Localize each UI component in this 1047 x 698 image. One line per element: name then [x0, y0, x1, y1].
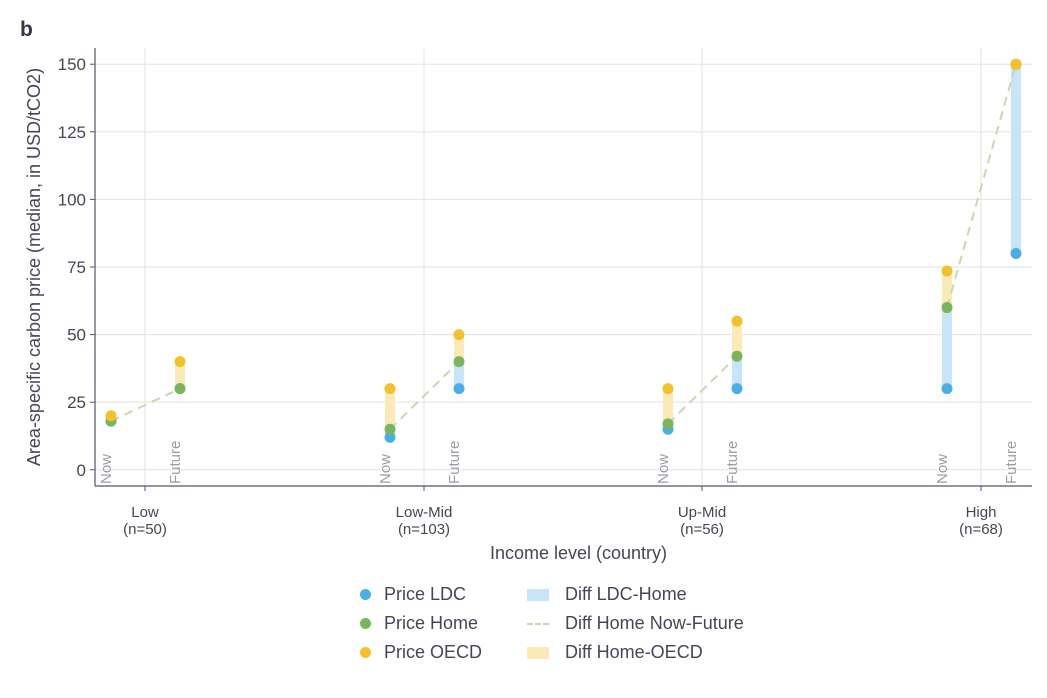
band-home-oecd: [385, 388, 395, 430]
band-home-oecd: [732, 321, 742, 357]
legend-dash-icon: [527, 622, 549, 625]
panel-letter: b: [20, 18, 33, 41]
x-group-label: Low-Mid: [396, 504, 453, 521]
axis-labels: 0 25 50 75 100 125 150 Now Future Low(n=50) Now Fut…: [24, 55, 1020, 563]
x-group-n-label: (n=103): [398, 521, 450, 538]
point-ldc: [731, 383, 743, 395]
legend-item: Diff Home Now-Future: [523, 612, 763, 635]
point-home: [662, 418, 674, 430]
point-ldc: [384, 431, 396, 443]
legend-item: Price Home: [358, 612, 523, 635]
band-ldc-home: [1011, 64, 1021, 254]
point-home: [384, 423, 396, 435]
price-points: [105, 58, 1022, 443]
x-group-n-label: (n=50): [123, 521, 167, 538]
band-ldc-home: [732, 356, 742, 389]
point-oecd: [384, 383, 396, 395]
point-home: [453, 356, 465, 368]
band-ldc-home: [942, 307, 952, 389]
axes: [90, 48, 1032, 491]
legend-swatch-icon: [527, 646, 549, 659]
point-home: [941, 302, 953, 314]
point-oecd: [731, 315, 743, 327]
period-label-now: Now: [934, 454, 951, 484]
y-tick-label: 125: [58, 123, 86, 142]
point-oecd: [1010, 58, 1022, 70]
x-group-n-label: (n=56): [680, 521, 724, 538]
period-label-now: Now: [98, 454, 115, 484]
line-home-now-future: [389, 360, 460, 430]
point-home: [174, 383, 186, 395]
grid-layer: [95, 48, 1032, 486]
period-label-future: Future: [1003, 441, 1020, 484]
period-label-now: Now: [655, 454, 672, 484]
legend-item: Diff Home-OECD: [523, 641, 763, 664]
point-ldc: [453, 383, 465, 395]
period-label-future: Future: [167, 441, 184, 484]
legend-label: Diff LDC-Home: [565, 584, 687, 604]
legend-item: Price OECD: [358, 641, 523, 664]
legend-label: Price OECD: [384, 642, 483, 662]
line-home-now-future: [110, 387, 181, 423]
y-tick-label: 0: [77, 461, 86, 480]
legend-dot-icon: [360, 589, 371, 600]
point-oecd: [105, 410, 117, 422]
y-tick-label: 150: [58, 55, 86, 74]
chart: 0 25 50 75 100 125 150 Now Future Low(n=50) Now Fut…: [24, 48, 1032, 563]
legend-item: Diff LDC-Home: [523, 583, 763, 606]
legend-dot-icon: [360, 618, 371, 629]
x-axis-title: Income level (country): [490, 543, 667, 563]
y-tick-label: 50: [67, 326, 86, 345]
point-home: [731, 350, 743, 362]
y-tick-label: 75: [67, 258, 86, 277]
legend-swatch-icon: [527, 588, 549, 601]
legend-dot-icon: [360, 647, 371, 658]
point-ldc: [1010, 247, 1022, 259]
period-label-now: Now: [377, 454, 394, 484]
y-axis-title: Area-specific carbon price (median, in U…: [24, 68, 44, 466]
legend-item: Price LDC: [358, 583, 523, 606]
difference-bands: [106, 64, 1021, 438]
line-home-now-future: [667, 355, 738, 425]
band-home-oecd: [454, 334, 464, 362]
y-tick-label: 100: [58, 190, 86, 209]
band-ldc-home: [454, 361, 464, 389]
band-home-oecd: [663, 388, 673, 424]
point-oecd: [453, 329, 465, 341]
point-oecd: [662, 383, 674, 395]
legend-label: Price Home: [384, 613, 479, 633]
legend: Price LDC Diff LDC-Home Price Home Diff Hom…: [358, 583, 763, 664]
legend-label: Diff Home Now-Future: [565, 613, 744, 633]
band-home-oecd: [175, 361, 185, 389]
point-ldc: [941, 383, 953, 395]
x-group-label: High: [966, 504, 997, 521]
legend-label: Price LDC: [384, 584, 467, 604]
line-home-now-future: [946, 63, 1017, 308]
legend-label: Diff Home-OECD: [565, 642, 703, 662]
home-now-future-lines: [110, 63, 1017, 430]
band-home-oecd: [942, 271, 952, 308]
period-label-future: Future: [446, 441, 463, 484]
x-group-label: Up-Mid: [678, 504, 726, 521]
x-group-label: Low: [131, 504, 159, 521]
point-oecd: [174, 356, 186, 368]
x-group-n-label: (n=68): [959, 521, 1003, 538]
period-label-future: Future: [724, 441, 741, 484]
y-tick-label: 25: [67, 393, 86, 412]
point-oecd: [941, 265, 953, 277]
